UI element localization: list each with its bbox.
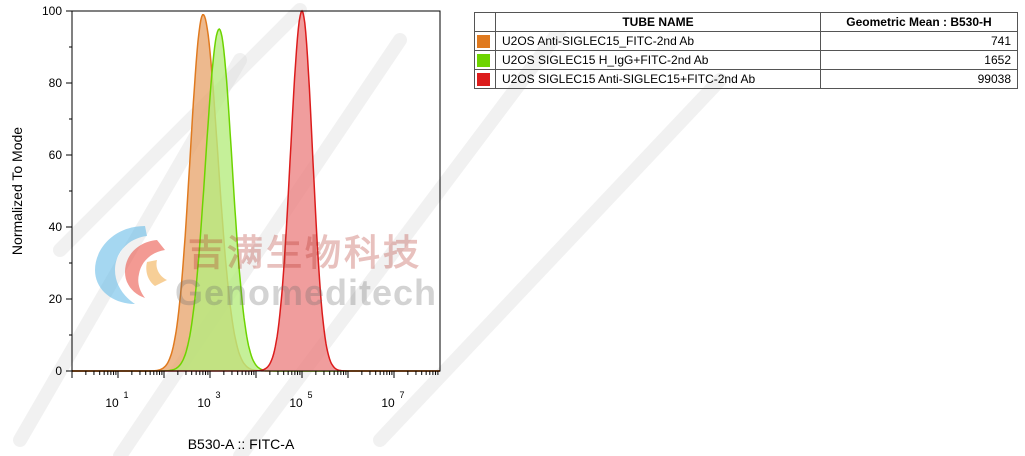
geomean-cell: 741	[820, 31, 1018, 51]
x-axis: 10 1 10 3 10 5 10 7	[71, 371, 439, 410]
series-line	[72, 27, 440, 372]
legend-swatch-cell	[474, 50, 496, 70]
table-row: U2OS SIGLEC15 H_IgG+FITC-2nd Ab 1652	[474, 50, 1018, 70]
y-tick-label: 0	[55, 364, 62, 378]
legend-swatch	[477, 35, 490, 49]
watermark-line	[53, 3, 307, 257]
watermark-line	[373, 73, 727, 447]
watermark-line	[113, 33, 407, 456]
tube-name-cell: U2OS Anti-SIGLEC15_FITC-2nd Ab	[495, 31, 821, 51]
x-tick-exponent: 1	[123, 390, 128, 400]
legend-swatch	[477, 73, 490, 87]
y-axis-title: Normalized To Mode	[9, 127, 25, 255]
y-tick-label: 40	[49, 220, 63, 234]
tube-name-cell: U2OS SIGLEC15 H_IgG+FITC-2nd Ab	[495, 50, 821, 70]
legend-swatch	[477, 54, 490, 68]
x-tick-label: 10	[105, 396, 119, 410]
x-tick-exponent: 3	[215, 390, 220, 400]
swatch-header	[474, 12, 496, 32]
geomean-header: Geometric Mean : B530-H	[820, 12, 1018, 32]
geomean-cell: 1652	[820, 50, 1018, 70]
y-tick-label: 20	[49, 292, 63, 306]
tube-name-header: TUBE NAME	[495, 12, 821, 32]
table-row: U2OS Anti-SIGLEC15_FITC-2nd Ab 741	[474, 31, 1018, 51]
x-axis-title: B530-A :: FITC-A	[188, 436, 295, 452]
x-tick-exponent: 5	[307, 390, 312, 400]
x-tick-label: 10	[289, 396, 303, 410]
series-area	[72, 29, 440, 371]
watermark-line	[233, 23, 567, 456]
table-row: U2OS SIGLEC15 Anti-SIGLEC15+FITC-2nd Ab 9…	[474, 69, 1018, 89]
legend-swatch-cell	[474, 69, 496, 89]
x-tick-label: 10	[381, 396, 395, 410]
legend-table: TUBE NAME Geometric Mean : B530-H U2OS A…	[474, 12, 1018, 89]
legend-header-row: TUBE NAME Geometric Mean : B530-H	[474, 12, 1018, 32]
x-tick-exponent: 7	[399, 390, 404, 400]
y-axis: 0 20 40 60 80 100	[42, 4, 72, 378]
geomean-cell: 99038	[820, 69, 1018, 89]
y-tick-label: 60	[49, 148, 63, 162]
y-tick-label: 80	[49, 76, 63, 90]
legend-swatch-cell	[474, 31, 496, 51]
y-tick-label: 100	[42, 4, 62, 18]
legend-body: U2OS Anti-SIGLEC15_FITC-2nd Ab 741 U2OS SI…	[474, 31, 1018, 89]
tube-name-cell: U2OS SIGLEC15 Anti-SIGLEC15+FITC-2nd Ab	[495, 69, 821, 89]
x-tick-label: 10	[197, 396, 211, 410]
